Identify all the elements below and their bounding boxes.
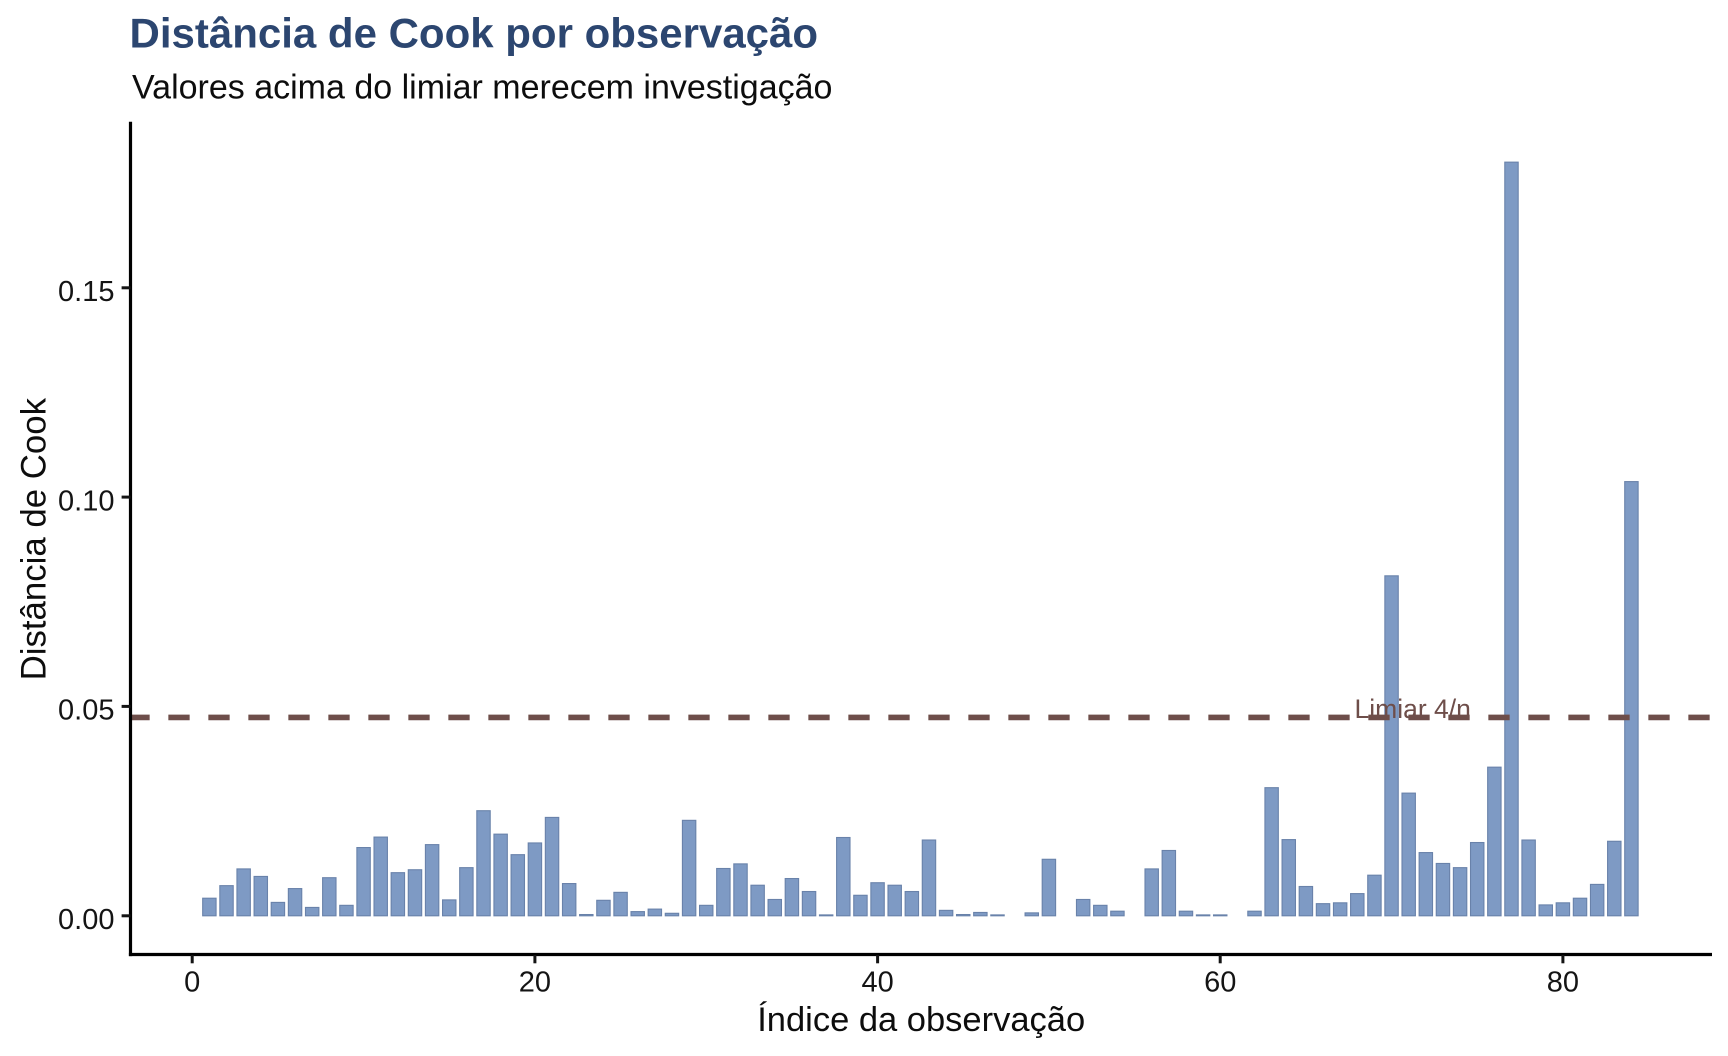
svg-text:0.05: 0.05 xyxy=(58,695,114,727)
svg-text:Distância de Cook: Distância de Cook xyxy=(15,397,54,680)
svg-text:0: 0 xyxy=(184,966,200,998)
svg-text:Índice da observação: Índice da observação xyxy=(757,1000,1085,1039)
svg-text:0.10: 0.10 xyxy=(58,485,114,517)
svg-text:20: 20 xyxy=(519,966,551,998)
svg-text:Valores acima do limiar merece: Valores acima do limiar merecem investig… xyxy=(132,69,832,107)
svg-text:0.15: 0.15 xyxy=(58,276,114,308)
svg-text:Limiar 4/n: Limiar 4/n xyxy=(1355,694,1471,724)
svg-text:Distância de Cook por observaç: Distância de Cook por observação xyxy=(130,10,819,57)
svg-text:60: 60 xyxy=(1204,966,1236,998)
svg-text:40: 40 xyxy=(861,966,893,998)
svg-text:0.00: 0.00 xyxy=(58,904,114,936)
svg-text:80: 80 xyxy=(1547,966,1579,998)
